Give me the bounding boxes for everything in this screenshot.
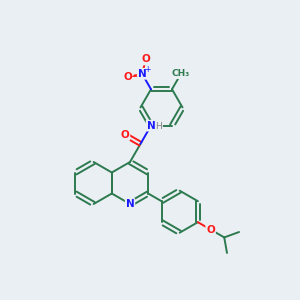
Text: O: O [142,55,150,64]
Text: O: O [124,72,133,82]
Text: O: O [206,224,215,235]
Text: +: + [144,65,150,74]
Text: N: N [147,121,155,130]
Text: O: O [121,130,129,140]
Text: N: N [126,199,134,209]
Text: H: H [156,122,162,131]
Text: −: − [130,72,138,82]
Text: CH₃: CH₃ [172,69,190,78]
Text: N: N [138,69,146,79]
